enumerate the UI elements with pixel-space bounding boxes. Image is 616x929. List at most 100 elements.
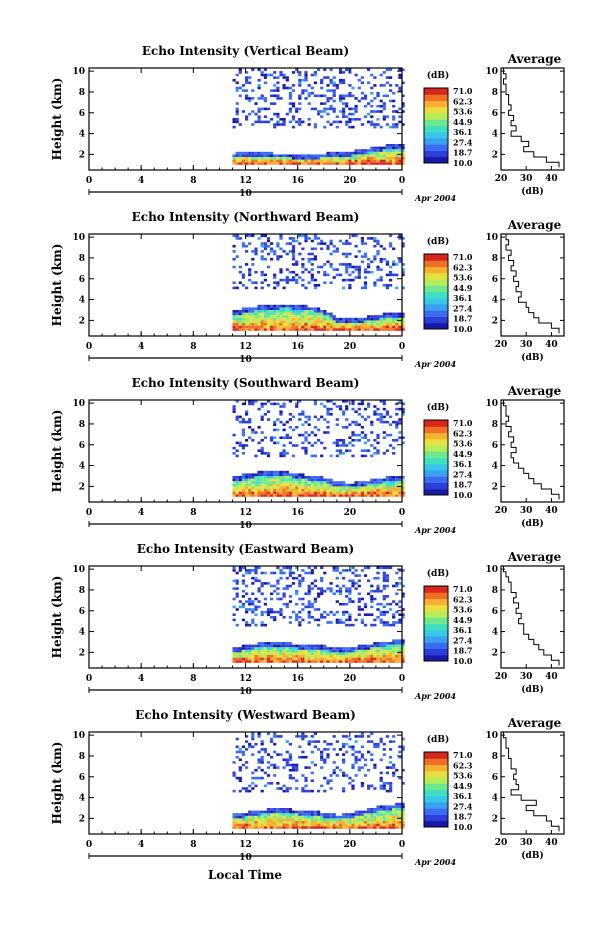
heatmap-cell: [317, 740, 321, 743]
heatmap-cell: [320, 81, 324, 85]
heatmap-cell: [395, 407, 399, 411]
heatmap-cell: [326, 112, 330, 116]
heatmap-cell: [273, 162, 277, 165]
heatmap-cell: [285, 310, 289, 313]
heatmap-cell: [251, 655, 255, 658]
heatmap-cell: [310, 476, 314, 479]
heatmap-cell: [345, 610, 349, 614]
heatmap-cell: [260, 310, 264, 313]
heatmap-cell: [257, 489, 261, 492]
heatmap-cell: [348, 120, 352, 124]
heatmap-cell: [382, 647, 386, 650]
heatmap-cell: [288, 436, 292, 439]
heatmap-cell: [241, 787, 245, 790]
colorbar-tick-label: 62.3: [453, 96, 473, 106]
heatmap-cell: [363, 115, 368, 118]
heatmap-cell: [273, 420, 277, 424]
heatmap-cell: [245, 740, 249, 743]
heatmap-cell: [348, 776, 352, 780]
colorbar-tick-label: 62.3: [453, 262, 473, 272]
heatmap-cell: [348, 263, 352, 266]
heatmap-cell: [304, 660, 308, 663]
heatmap-cell: [273, 815, 277, 819]
heatmap-cell: [260, 317, 264, 321]
heatmap-cell: [332, 94, 336, 98]
heatmap-cell: [401, 569, 405, 572]
heatmap-cell: [270, 821, 274, 824]
colorbar-swatch: [424, 820, 448, 828]
heatmap-cell: [270, 470, 274, 474]
heatmap-cell: [332, 649, 336, 653]
heatmap-cell: [270, 315, 274, 318]
average-y-tick-label: 6: [492, 607, 498, 617]
heatmap-cell: [235, 120, 239, 124]
heatmap-cell: [357, 439, 361, 442]
heatmap-cell: [285, 481, 289, 484]
heatmap-cell: [276, 323, 280, 326]
heatmap-cell: [288, 304, 292, 308]
heatmap-cell: [320, 483, 324, 487]
heatmap-cell: [288, 486, 292, 489]
heatmap-cell: [370, 91, 374, 95]
heatmap-cell: [348, 489, 352, 492]
heatmap-cell: [398, 317, 402, 321]
heatmap-cell: [357, 584, 361, 588]
heatmap-cell: [345, 589, 349, 593]
heatmap-cell: [304, 784, 308, 788]
heatmap-cell: [326, 410, 330, 413]
heatmap-cell: [245, 735, 249, 738]
heatmap-cell: [298, 574, 302, 577]
heatmap-cell: [385, 810, 389, 814]
heatmap-cell: [382, 320, 386, 323]
heatmap-cell: [385, 94, 389, 98]
heatmap-cell: [354, 118, 358, 121]
heatmap-cell: [238, 312, 242, 316]
heatmap-cell: [276, 307, 280, 310]
heatmap-cell: [379, 73, 383, 77]
heatmap-cell: [385, 273, 389, 277]
heatmap-cell: [257, 120, 261, 124]
heatmap-cell: [279, 652, 283, 655]
heatmap-cell: [335, 584, 339, 588]
heatmap-cell: [251, 821, 255, 824]
y-tick-label: 6: [79, 441, 85, 451]
heatmap-cell: [313, 441, 317, 445]
heatmap-cell: [323, 270, 327, 274]
heatmap-cell: [266, 818, 271, 821]
heatmap-cell: [301, 270, 305, 274]
heatmap-cell: [392, 323, 396, 326]
heatmap-cell: [307, 826, 311, 829]
heatmap-cell: [279, 71, 283, 74]
heatmap-cell: [395, 476, 399, 479]
heatmap-cell: [320, 655, 324, 658]
heatmap-cell: [254, 250, 258, 253]
heatmap-cell: [354, 486, 358, 489]
heatmap-cell: [363, 605, 368, 609]
heatmap-cell: [238, 444, 242, 447]
heatmap-cell: [389, 265, 393, 269]
heatmap-cell: [373, 439, 377, 442]
heatmap-cell: [273, 125, 277, 129]
heatmap-cell: [382, 813, 386, 816]
heatmap-cell: [385, 818, 389, 821]
heatmap-cell: [266, 310, 271, 313]
heatmap-cell: [345, 623, 349, 627]
heatmap-cell: [351, 766, 355, 769]
heatmap-cell: [248, 623, 252, 627]
heatmap-cell: [389, 415, 393, 419]
heatmap-cell: [288, 821, 292, 824]
heatmap-cell: [273, 491, 277, 495]
heatmap-cell: [248, 821, 252, 824]
heatmap-cell: [298, 159, 302, 163]
heatmap-cell: [326, 494, 330, 497]
heatmap-cell: [313, 491, 317, 495]
heatmap-cell: [360, 237, 364, 240]
heatmap-cell: [367, 486, 371, 489]
heatmap-cell: [270, 162, 274, 165]
heatmap-cell: [317, 325, 321, 329]
heatmap-cell: [401, 494, 405, 497]
heatmap-cell: [238, 483, 242, 487]
heatmap-cell: [273, 286, 277, 290]
heatmap-cell: [282, 86, 286, 90]
